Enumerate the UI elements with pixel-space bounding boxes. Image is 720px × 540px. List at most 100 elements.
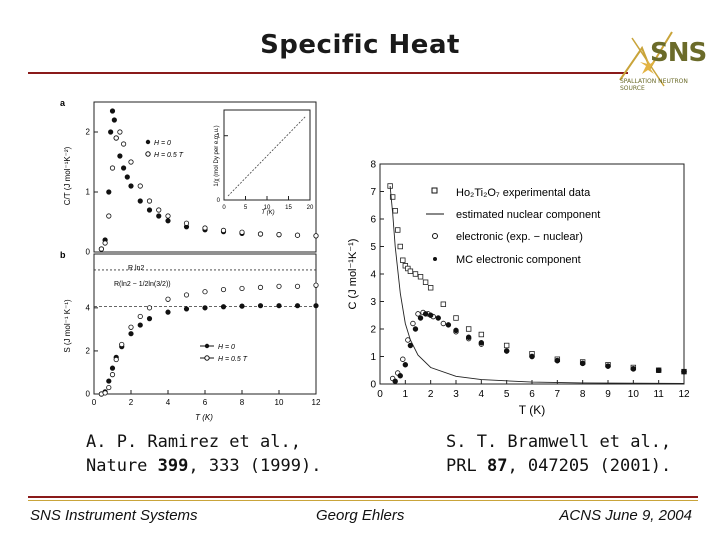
data-point-s1-18 (294, 232, 301, 238)
sns-logo-icon (619, 31, 673, 87)
data-point-s1-3 (109, 372, 116, 378)
data-point-s0-3 (109, 365, 116, 371)
x-tick-label-4: 8 (240, 398, 245, 407)
data-point-s1-8 (146, 305, 153, 311)
annotation-pauling: R(ln2 − 1/2ln(3/2)) (114, 281, 171, 288)
data-point-s1-3 (109, 165, 116, 171)
annotation-rln2: R ln2 (128, 265, 144, 272)
data-point-s3-19 (655, 367, 662, 373)
citation-bramwell-authors: S. T. Bramwell et al., (446, 432, 672, 452)
data-point-s1-19 (313, 233, 319, 239)
panel-a-letter: a (60, 98, 66, 108)
data-point-s1-11 (202, 289, 208, 295)
data-point-s0-9 (165, 309, 171, 315)
x-tick-label-2: 4 (166, 398, 171, 407)
bramwell-xlabel: T (K) (519, 403, 545, 417)
y-tick-label-8: 8 (370, 159, 376, 170)
x-tick-label-11: 11 (653, 389, 664, 400)
data-point-s3-6 (422, 311, 429, 317)
footer-divider (28, 496, 698, 498)
data-point-s3-18 (630, 366, 637, 372)
data-point-s1-9 (165, 296, 171, 302)
data-point-s3-4 (412, 326, 419, 332)
legend-a-open-marker (145, 151, 151, 157)
data-point-s3-11 (465, 334, 472, 340)
x-tick-label-0: 0 (377, 389, 383, 400)
x-tick-label-5: 10 (275, 398, 284, 407)
data-point-s2-5 (415, 311, 421, 317)
legend-b-open-marker (204, 355, 210, 361)
inset-ylabel: 1/χ (mol Dy per e.m.u.) (214, 125, 220, 186)
data-point-s0-3 (108, 129, 114, 135)
panel-b-xticks: 0 2 4 6 8 10 12 (92, 390, 321, 407)
data-point-s3-13 (503, 348, 510, 354)
x-tick-label-9: 9 (605, 389, 611, 400)
data-point-s1-4 (113, 135, 119, 141)
x-tick-label-2: 2 (428, 389, 434, 400)
data-point-s1-0 (98, 246, 105, 252)
data-point-s1-16 (294, 283, 301, 289)
data-point-s2-3 (405, 337, 411, 343)
inset-xlabel: T (K) (261, 210, 274, 216)
panel-b-series (98, 282, 319, 397)
legend-a-filled-marker (145, 139, 151, 145)
data-point-s1-7 (137, 313, 143, 320)
data-point-s1-1 (102, 240, 108, 246)
y-tick-label-5: 5 (370, 242, 376, 253)
x-tick-label-1: 2 (129, 398, 134, 407)
panel-a-series (98, 108, 319, 252)
data-point-s1-17 (276, 232, 282, 238)
data-point-s0-17 (313, 303, 319, 309)
data-point-s0-13 (156, 213, 162, 219)
data-point-s1-5 (119, 341, 125, 348)
data-point-s0-2 (392, 208, 398, 214)
legend-open-circle-marker (432, 233, 438, 239)
data-point-s0-12 (146, 207, 153, 213)
y-tick-label-1: 1 (370, 352, 376, 363)
legend-filled-circle-marker (433, 257, 437, 261)
legend-nuclear: estimated nuclear component (456, 209, 600, 221)
series-line-1 (389, 185, 685, 384)
data-point-s3-2 (402, 362, 409, 368)
inset-xticks: 0 5 10 15 20 (222, 196, 314, 211)
ramirez-figure: a 012 C/T (J mol⁻¹K⁻²) H = 0 H = 0.5 T 1… (60, 98, 321, 422)
data-point-s1-14 (257, 284, 264, 290)
data-point-s0-12 (427, 285, 434, 291)
citation-bramwell-ref: PRL 87, 047205 (2001). (446, 454, 671, 478)
data-point-s2-9 (440, 320, 447, 327)
y-tick-label-2: 2 (370, 324, 376, 335)
data-point-s1-6 (121, 141, 127, 147)
data-point-s0-9 (412, 271, 419, 277)
y-tick-label-0: 0 (86, 248, 91, 257)
x-tick-label-3: 6 (203, 398, 208, 407)
y-tick-label-4: 4 (370, 269, 376, 280)
data-point-s0-12 (220, 304, 227, 310)
citation-ramirez-journal: Nature (86, 456, 158, 476)
x-tick-label-3: 3 (453, 389, 459, 400)
x-tick-label-1: 1 (403, 389, 409, 400)
data-point-s1-2 (106, 213, 112, 219)
legend-square-marker (431, 187, 438, 194)
data-point-s3-15 (554, 357, 561, 364)
x-tick-label-4: 4 (479, 389, 485, 400)
y-tick-label-6: 6 (370, 214, 376, 225)
data-point-s3-16 (579, 360, 586, 367)
data-point-s1-7 (128, 159, 134, 165)
data-point-s0-11 (202, 305, 208, 311)
data-point-s1-12 (220, 286, 227, 293)
y-tick-label-1: 2 (86, 347, 91, 356)
data-point-s3-12 (478, 340, 485, 346)
data-point-s1-17 (313, 282, 319, 288)
data-point-s0-2 (106, 189, 112, 195)
panel-a-frame (93, 101, 317, 253)
data-point-s3-3 (407, 342, 414, 349)
data-point-s0-10 (183, 306, 190, 312)
citation-ramirez-pages: , 333 (1999). (188, 456, 322, 476)
footer-date: ACNS June 9, 2004 (559, 507, 692, 524)
inset-trend (227, 115, 307, 197)
data-point-s1-13 (202, 225, 208, 231)
y-tick-label-7: 7 (370, 187, 376, 198)
data-point-s1-10 (156, 207, 162, 213)
data-point-s0-14 (453, 315, 459, 321)
data-point-s0-8 (146, 316, 153, 322)
